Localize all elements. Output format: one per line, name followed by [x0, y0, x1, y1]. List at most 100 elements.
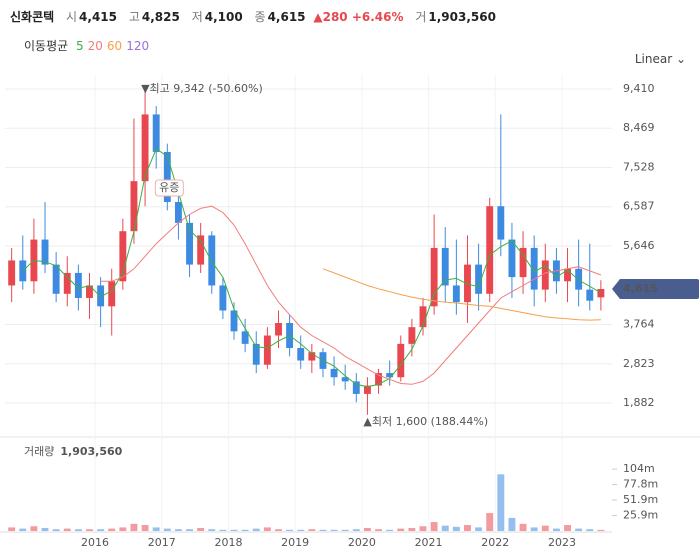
volume-bar — [208, 529, 216, 531]
x-tick-label: 2022 — [481, 536, 509, 549]
y-tick-label: 6,587 — [623, 200, 655, 213]
open-label: 시 — [66, 10, 78, 24]
candle-body — [575, 268, 583, 290]
volume-title-value: 1,903,560 — [60, 445, 122, 458]
volume-bar — [130, 523, 138, 531]
volume-bar — [230, 529, 238, 531]
volume-title-text: 거래량 — [24, 445, 54, 458]
volume-bar — [30, 526, 38, 531]
ma-legend-item: 20 — [87, 39, 103, 53]
volume-bar — [452, 526, 460, 531]
candle-body — [475, 264, 483, 294]
volume-bar — [41, 528, 49, 531]
volume-bar — [475, 527, 483, 531]
volume-title: 거래량 1,903,560 — [24, 445, 123, 458]
candle-body — [163, 151, 171, 203]
candle-body — [186, 222, 193, 265]
low-label: 저 — [191, 10, 203, 24]
candle-body — [486, 206, 494, 294]
volume-bar — [375, 529, 382, 531]
volume-bar — [119, 527, 127, 531]
volume-bar — [152, 527, 160, 531]
low-value: 4,100 — [204, 10, 243, 24]
volume-bar — [19, 528, 27, 531]
volume-bar — [497, 474, 505, 531]
candle-body — [375, 373, 382, 386]
candle-body — [564, 268, 571, 282]
volume-bar — [541, 525, 549, 531]
volume-value: 1,903,560 — [428, 10, 496, 24]
candle-body — [197, 235, 205, 265]
high-value: 4,825 — [141, 10, 180, 24]
close-value: 4,615 — [267, 10, 306, 24]
candle-body — [530, 247, 538, 290]
candle-body — [408, 327, 416, 344]
y-tick-label: 2,823 — [623, 357, 655, 370]
high-label: 고 — [128, 10, 140, 24]
candle-body — [352, 381, 360, 394]
volume-bar — [363, 528, 371, 531]
ma-line — [100, 205, 602, 385]
volume-bar — [197, 528, 205, 531]
scale-toggle[interactable]: Linear ⌄ — [634, 52, 686, 66]
volume-bar — [252, 528, 260, 531]
volume-bar — [174, 529, 182, 531]
candle-body — [8, 260, 16, 286]
candle-body — [386, 373, 394, 378]
candle-body — [419, 306, 427, 328]
y-tick-label: 8,469 — [623, 121, 655, 134]
volume-bar — [241, 529, 249, 531]
volume-bar — [308, 529, 316, 531]
candle-body — [119, 231, 127, 282]
candle-body — [497, 206, 505, 240]
volume-bar — [319, 529, 327, 531]
ma-line — [322, 268, 601, 321]
volume-bar — [163, 528, 171, 531]
candle-body — [174, 202, 182, 223]
volume-tick-label: 25.9m — [623, 509, 658, 522]
x-tick-label: 2017 — [148, 536, 176, 549]
price-tag — [612, 279, 699, 300]
high-annotation: ▼최고 9,342 (-50.60%) — [141, 82, 263, 95]
event-label: 유증 — [159, 181, 179, 194]
y-tick-label: 9,410 — [623, 82, 655, 95]
candle-body — [441, 247, 449, 286]
candle-body — [219, 285, 227, 311]
header: 신화콘텍 시 4,415 고 4,825 저 4,100 종 4,615 ▲280 +6… — [10, 8, 496, 25]
candle-body — [208, 235, 216, 286]
candle-body — [308, 352, 316, 361]
volume-bar — [508, 517, 516, 531]
volume-bar — [286, 529, 294, 531]
ma-legend-item: 60 — [106, 39, 123, 53]
volume-bar — [564, 525, 571, 531]
volume-bar — [597, 529, 605, 531]
volume-bar — [397, 528, 405, 531]
candle-body — [397, 343, 405, 378]
x-tick-label: 2020 — [348, 536, 376, 549]
candle-body — [141, 114, 149, 182]
x-tick-label: 2021 — [415, 536, 443, 549]
y-tick-label: 7,528 — [623, 160, 655, 173]
candle-body — [252, 343, 260, 365]
volume-bar — [186, 529, 193, 531]
candle-body — [86, 285, 93, 298]
candle-body — [241, 331, 249, 344]
volume-bar — [441, 525, 449, 531]
ma-legend-item: 120 — [126, 39, 150, 53]
x-tick-label: 2016 — [81, 536, 109, 549]
candle-body — [597, 289, 605, 298]
open-value: 4,415 — [79, 10, 118, 24]
scale-label[interactable]: Linear — [634, 52, 673, 66]
candle-body — [508, 239, 516, 278]
volume-bar — [386, 529, 394, 531]
candle-body — [297, 348, 305, 361]
volume-label: 거 — [415, 10, 427, 24]
volume-bar — [108, 528, 116, 531]
volume-bar — [352, 529, 360, 531]
x-tick-label: 2023 — [548, 536, 576, 549]
close-label: 종 — [254, 10, 266, 24]
volume-tick-label: 51.9m — [623, 493, 658, 506]
candle-body — [63, 272, 71, 294]
y-tick-label: 3,764 — [623, 318, 655, 331]
y-tick-label: 1,882 — [623, 396, 655, 409]
